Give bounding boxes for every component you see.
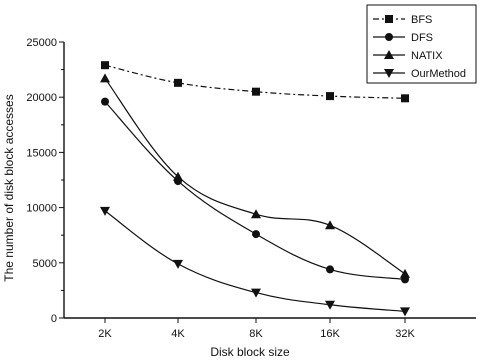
y-axis-label: The number of disk block accesses xyxy=(2,94,16,281)
y-tick-label: 5000 xyxy=(33,258,57,270)
data-point-bfs xyxy=(326,92,334,101)
y-tick-label: 25000 xyxy=(26,37,57,49)
series-ourmethod xyxy=(100,206,410,317)
x-axis-label: Disk block size xyxy=(210,345,290,359)
data-point-ourmethod xyxy=(400,307,410,317)
data-point-ourmethod xyxy=(325,300,335,310)
legend-label-natix: NATIX xyxy=(411,50,443,62)
data-point-natix xyxy=(251,209,261,219)
data-point-ourmethod xyxy=(173,259,183,269)
data-point-bfs xyxy=(174,78,182,87)
legend-marker-dfs xyxy=(385,33,393,41)
legend-label-dfs: DFS xyxy=(411,32,433,44)
data-point-dfs xyxy=(326,265,334,274)
legend-marker-ourmethod xyxy=(384,69,394,78)
series-bfs xyxy=(101,61,409,103)
series-line-dfs xyxy=(104,101,406,280)
series-natix xyxy=(100,73,410,278)
data-point-natix xyxy=(173,171,183,181)
data-point-bfs xyxy=(252,87,260,96)
x-tick-label: 4K xyxy=(171,328,185,340)
y-tick-label: 0 xyxy=(51,313,57,325)
series-line-bfs xyxy=(104,64,406,99)
data-point-dfs xyxy=(101,97,109,106)
x-tick-label: 16K xyxy=(320,328,340,340)
legend-label-ourmethod: OurMethod xyxy=(411,68,466,80)
series-dfs xyxy=(101,97,409,284)
data-point-bfs xyxy=(101,61,109,70)
data-point-natix xyxy=(100,73,110,83)
x-tick-label: 32K xyxy=(395,328,415,340)
series-group xyxy=(100,61,410,317)
series-line-ourmethod xyxy=(104,210,406,312)
x-tick-label: 2K xyxy=(98,328,112,340)
legend-marker-natix xyxy=(384,50,394,59)
x-axis-ticks: 2K 4K 8K 16K 32K xyxy=(98,318,415,340)
data-point-natix xyxy=(325,220,335,230)
data-point-bfs xyxy=(401,94,409,103)
data-point-dfs xyxy=(252,230,260,239)
data-point-ourmethod xyxy=(251,288,261,298)
series-line-natix xyxy=(104,78,406,275)
y-tick-label: 15000 xyxy=(26,147,57,159)
y-tick-label: 10000 xyxy=(26,203,57,215)
y-axis-ticks: 0 5000 10000 15000 20000 25000 xyxy=(26,37,64,325)
legend-marker-bfs xyxy=(385,15,393,23)
legend: BFS DFS NATIX OurMethod xyxy=(366,4,477,84)
data-point-natix xyxy=(400,268,410,278)
x-tick-label: 8K xyxy=(249,328,263,340)
legend-label-bfs: BFS xyxy=(411,14,432,26)
data-point-ourmethod xyxy=(100,206,110,216)
y-tick-label: 20000 xyxy=(26,92,57,104)
